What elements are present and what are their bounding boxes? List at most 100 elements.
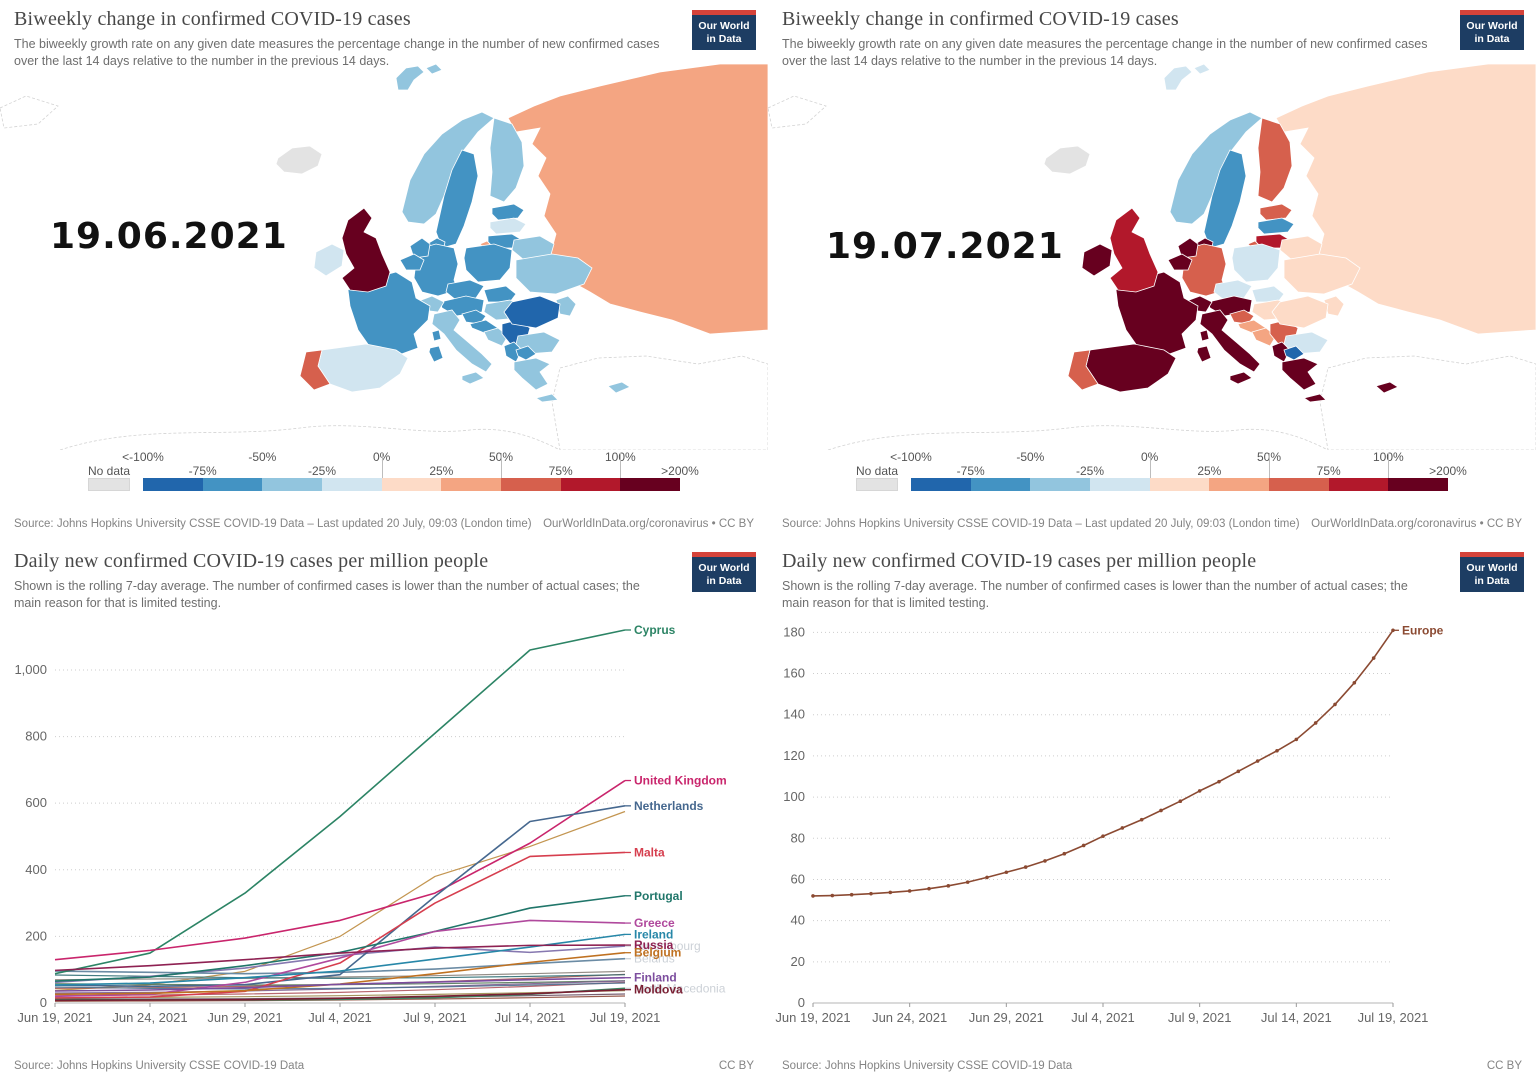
map-source-link[interactable]: OurWorldInData.org/coronavirus • CC BY <box>543 518 754 530</box>
legend-label: -75% <box>956 464 985 478</box>
country-norway[interactable] <box>401 111 495 225</box>
series-line-finland[interactable] <box>54 976 626 992</box>
country-italy[interactable] <box>1199 309 1261 373</box>
country-latvia[interactable] <box>489 217 527 235</box>
series-line-moldova[interactable] <box>54 988 626 1002</box>
background-line-6[interactable] <box>54 982 626 990</box>
country-uk[interactable] <box>1109 207 1159 293</box>
country-cyprus[interactable] <box>1375 381 1399 394</box>
country-finland[interactable] <box>489 117 525 203</box>
series-label-greece[interactable]: Greece <box>634 916 675 930</box>
country-estonia[interactable] <box>1259 203 1293 221</box>
country-iceland[interactable] <box>1043 145 1091 175</box>
country-estonia[interactable] <box>491 203 525 221</box>
country-spain[interactable] <box>317 343 409 393</box>
series-line-ireland[interactable] <box>54 933 626 986</box>
country-france[interactable] <box>1115 271 1199 357</box>
country-moldova[interactable] <box>555 295 577 317</box>
owid-logo[interactable]: Our World in Data <box>692 10 756 50</box>
series-label-belgium[interactable]: Belgium <box>634 946 681 960</box>
series-line-belarus[interactable] <box>54 957 626 975</box>
owid-logo-line2: in Data <box>706 33 742 46</box>
country-spain[interactable] <box>1085 343 1177 393</box>
country-moldova[interactable] <box>1323 295 1345 317</box>
country-finland[interactable] <box>1257 117 1293 203</box>
y-axis-tick: 400 <box>25 862 47 877</box>
country-poland[interactable] <box>1231 243 1281 283</box>
country-italy[interactable] <box>431 309 493 373</box>
country-crete[interactable] <box>535 393 559 403</box>
country-slovenia[interactable] <box>461 309 487 325</box>
series-label-finland[interactable]: Finland <box>634 971 677 985</box>
country-norway[interactable] <box>1169 111 1263 225</box>
country-slovakia[interactable] <box>483 285 517 303</box>
country-sweden[interactable] <box>1203 149 1247 249</box>
country-uk[interactable] <box>341 207 391 293</box>
series-label-europe[interactable]: Europe <box>1402 623 1444 637</box>
country-romania[interactable] <box>1271 295 1329 329</box>
series-line-cyprus[interactable] <box>54 629 626 975</box>
country-greece[interactable] <box>513 357 551 391</box>
country-iceland[interactable] <box>275 145 323 175</box>
series-label-malta[interactable]: Malta <box>634 845 665 859</box>
country-belgium[interactable] <box>399 253 425 271</box>
series-label-belarus[interactable]: Belarus <box>634 952 675 966</box>
country-corsica[interactable] <box>1199 329 1210 342</box>
country-portugal[interactable] <box>299 349 331 391</box>
series-label-moldova[interactable]: Moldova <box>634 983 683 997</box>
background-line-1[interactable] <box>54 970 626 981</box>
series-label-cyprus[interactable]: Cyprus <box>634 623 676 637</box>
country-greece[interactable] <box>1281 357 1319 391</box>
series-line-malta[interactable] <box>54 851 626 999</box>
country-portugal[interactable] <box>1067 349 1099 391</box>
legend-boundary-tick <box>1269 453 1270 478</box>
series-label-united-kingdom[interactable]: United Kingdom <box>634 774 727 788</box>
country-sardinia[interactable] <box>1196 345 1212 363</box>
owid-logo[interactable]: Our World in Data <box>692 552 756 592</box>
country-sicily[interactable] <box>461 371 485 385</box>
legend-segment-6 <box>1269 478 1329 491</box>
panel-map-july: Biweekly change in confirmed COVID-19 ca… <box>768 0 1536 542</box>
country-ukraine[interactable] <box>1283 253 1361 295</box>
data-point <box>927 886 931 891</box>
series-label-portugal[interactable]: Portugal <box>634 889 683 903</box>
map-source-link[interactable]: OurWorldInData.org/coronavirus • CC BY <box>1311 518 1522 530</box>
chart-license-text[interactable]: CC BY <box>1486 1060 1522 1072</box>
country-slovakia[interactable] <box>1251 285 1285 303</box>
series-line-portugal[interactable] <box>54 894 626 982</box>
country-svalbard[interactable] <box>1163 63 1211 91</box>
country-romania[interactable] <box>503 295 561 329</box>
series-label-north-macedonia[interactable]: North Macedonia <box>634 981 726 995</box>
series-line-russia[interactable] <box>54 944 626 972</box>
series-label-ireland[interactable]: Ireland <box>634 927 673 941</box>
owid-logo[interactable]: Our World in Data <box>1460 552 1524 592</box>
country-slovenia[interactable] <box>1229 309 1255 325</box>
country-macedonia[interactable] <box>515 345 537 361</box>
country-belgium[interactable] <box>1167 253 1193 271</box>
background-line-4[interactable] <box>54 980 626 994</box>
series-line-netherlands[interactable] <box>54 805 626 988</box>
series-label-luxembourg[interactable]: Luxembourg <box>634 939 701 953</box>
country-ireland[interactable] <box>313 243 345 277</box>
owid-logo[interactable]: Our World in Data <box>1460 10 1524 50</box>
country-crete[interactable] <box>1303 393 1327 403</box>
country-ireland[interactable] <box>1081 243 1113 277</box>
chart-license-text[interactable]: CC BY <box>718 1060 754 1072</box>
country-svalbard[interactable] <box>395 63 443 91</box>
country-macedonia[interactable] <box>1283 345 1305 361</box>
series-label-russia[interactable]: Russia <box>634 938 674 952</box>
series-line-greece[interactable] <box>54 919 626 998</box>
series-line-europe[interactable] <box>812 629 1394 897</box>
series-line-united-kingdom[interactable] <box>54 779 626 961</box>
country-cyprus[interactable] <box>607 381 631 394</box>
country-sicily[interactable] <box>1229 371 1253 385</box>
country-poland[interactable] <box>463 243 513 283</box>
country-corsica[interactable] <box>431 329 442 342</box>
country-ukraine[interactable] <box>515 253 593 295</box>
country-sardinia[interactable] <box>428 345 444 363</box>
country-france[interactable] <box>347 271 431 357</box>
series-label-netherlands[interactable]: Netherlands <box>634 799 704 813</box>
country-latvia[interactable] <box>1257 217 1295 235</box>
legend-color-bar <box>911 478 1449 491</box>
country-sweden[interactable] <box>435 149 479 249</box>
